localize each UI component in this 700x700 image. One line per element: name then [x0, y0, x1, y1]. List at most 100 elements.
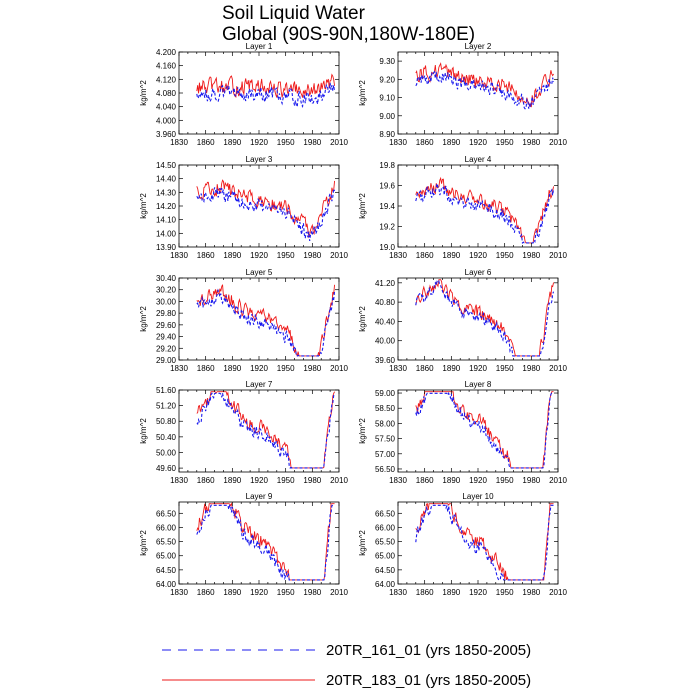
y-tick-label: 4.200 [156, 48, 177, 57]
y-tick-label: 30.40 [156, 274, 177, 283]
x-tick-label: 1920 [469, 364, 487, 373]
x-tick-label: 1950 [496, 251, 514, 260]
x-tick-label: 1950 [496, 138, 514, 147]
legend-label-dashed: 20TR_161_01 (yrs 1850-2005) [326, 642, 531, 659]
y-tick-label: 65.00 [156, 552, 177, 561]
y-tick-label: 49.60 [156, 464, 177, 473]
y-axis-label: kg/m^2 [358, 193, 367, 219]
plot-frame [397, 51, 559, 135]
panel-layer-10: Layer 10 kg/m^2 1830 1860 1890 1920 1950 1980 20… [358, 492, 567, 597]
y-tick-label: 65.50 [375, 538, 396, 547]
x-tick-label: 1950 [277, 588, 295, 597]
y-tick-label: 50.00 [156, 448, 177, 457]
x-tick-label: 1830 [170, 476, 188, 485]
x-tick-label: 1890 [442, 138, 460, 147]
y-axis-label: kg/m^2 [358, 80, 367, 106]
y-tick-label: 30.20 [156, 286, 177, 295]
panel-title: Layer 9 [246, 492, 273, 501]
y-axis-label: kg/m^2 [139, 80, 148, 106]
series-line-solid [415, 279, 554, 357]
x-tick-label: 1860 [416, 364, 434, 373]
y-tick-label: 19.4 [379, 202, 395, 211]
y-tick-label: 4.120 [156, 75, 177, 84]
y-tick-label: 9.00 [379, 112, 395, 121]
x-tick-label: 1890 [442, 476, 460, 485]
x-tick-label: 1920 [469, 251, 487, 260]
x-tick-label: 1920 [250, 251, 268, 260]
y-tick-label: 51.20 [156, 402, 177, 411]
y-tick-label: 51.60 [156, 386, 177, 395]
y-tick-label: 57.00 [375, 450, 396, 459]
x-tick-label: 1920 [469, 476, 487, 485]
series-line-dashed [415, 70, 555, 110]
x-tick-label: 1980 [522, 588, 540, 597]
x-tick-label: 1980 [303, 138, 321, 147]
y-tick-label: 14.00 [156, 229, 177, 238]
legend-label-solid: 20TR_183_01 (yrs 1850-2005) [326, 672, 531, 689]
legend: 20TR_161_01 (yrs 1850-2005) 20TR_183_01 … [162, 642, 531, 689]
x-tick-label: 1830 [389, 251, 407, 260]
x-tick-label: 1980 [303, 588, 321, 597]
panel-layer-6: Layer 6 kg/m^2 1830 1860 1890 1920 1950 1980 201… [358, 268, 567, 373]
y-tick-label: 40.40 [375, 317, 396, 326]
y-tick-label: 9.10 [379, 94, 395, 103]
panel-title: Layer 8 [465, 380, 492, 389]
x-tick-label: 1860 [416, 138, 434, 147]
plot-frame [178, 164, 340, 248]
x-tick-label: 1830 [389, 476, 407, 485]
series-line-solid [196, 502, 335, 581]
series-line-dashed [415, 183, 555, 245]
panel-title: Layer 6 [465, 268, 492, 277]
panel-title: Layer 5 [246, 268, 273, 277]
panel-layer-2: Layer 2 kg/m^2 1830 1860 1890 1920 1950 1980 201… [358, 42, 567, 147]
y-tick-label: 4.080 [156, 89, 177, 98]
series-line-dashed [196, 187, 336, 242]
x-tick-label: 1890 [223, 364, 241, 373]
x-tick-label: 1980 [522, 364, 540, 373]
panel-title: Layer 1 [246, 42, 273, 51]
y-tick-label: 58.00 [375, 419, 396, 428]
y-tick-label: 14.30 [156, 188, 177, 197]
panel-layer-3: Layer 3 kg/m^2 1830 1860 1890 1920 1950 1980 201… [139, 155, 348, 260]
x-tick-label: 2010 [330, 588, 348, 597]
y-tick-label: 40.00 [375, 337, 396, 346]
x-tick-label: 1830 [389, 138, 407, 147]
y-tick-label: 57.50 [375, 435, 396, 444]
series-line-dashed [196, 504, 335, 581]
x-tick-label: 1950 [496, 476, 514, 485]
y-axis-label: kg/m^2 [358, 418, 367, 444]
y-tick-label: 41.20 [375, 279, 396, 288]
x-tick-label: 2010 [549, 476, 567, 485]
x-tick-label: 1890 [223, 138, 241, 147]
series-line-dashed [415, 279, 555, 357]
x-tick-label: 1950 [277, 251, 295, 260]
x-tick-label: 1920 [250, 138, 268, 147]
y-tick-label: 19.8 [379, 161, 395, 170]
x-tick-label: 1890 [442, 588, 460, 597]
panel-title: Layer 2 [465, 42, 492, 51]
x-tick-label: 1950 [277, 476, 295, 485]
x-tick-label: 2010 [549, 138, 567, 147]
y-tick-label: 29.60 [156, 321, 177, 330]
y-tick-label: 3.960 [156, 130, 177, 139]
x-tick-label: 1920 [250, 476, 268, 485]
y-tick-label: 66.50 [375, 509, 396, 518]
x-tick-label: 1890 [223, 251, 241, 260]
y-tick-label: 64.50 [375, 566, 396, 575]
x-tick-label: 2010 [330, 138, 348, 147]
y-axis-label: kg/m^2 [139, 418, 148, 444]
x-tick-label: 1890 [223, 588, 241, 597]
panels: Layer 1 kg/m^2 1830 1860 1890 1920 1950 1980 201… [139, 42, 567, 597]
x-tick-label: 1950 [496, 364, 514, 373]
y-tick-label: 4.000 [156, 116, 177, 125]
y-tick-label: 66.00 [375, 523, 396, 532]
panel-layer-4: Layer 4 kg/m^2 1830 1860 1890 1920 1950 1980 201… [358, 155, 567, 260]
y-tick-label: 9.20 [379, 75, 395, 84]
x-tick-label: 1950 [277, 364, 295, 373]
x-tick-label: 1980 [303, 251, 321, 260]
x-tick-label: 1860 [416, 476, 434, 485]
y-tick-label: 9.30 [379, 57, 395, 66]
x-tick-label: 2010 [549, 588, 567, 597]
y-tick-label: 13.90 [156, 243, 177, 252]
